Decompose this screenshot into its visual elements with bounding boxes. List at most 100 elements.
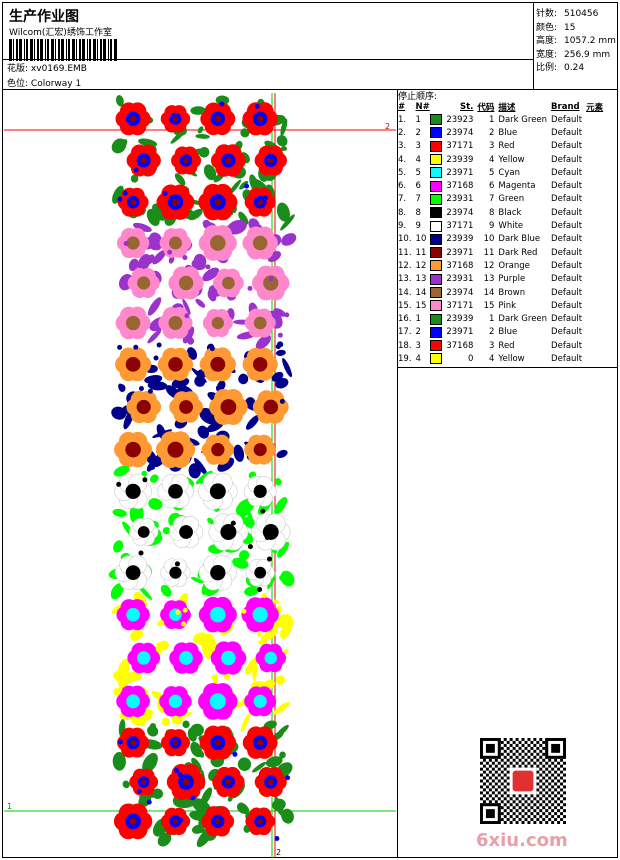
- guide-marker: 2: [385, 122, 390, 131]
- stop-number: 14.: [398, 287, 412, 298]
- stitch-count: 37171: [446, 300, 474, 311]
- needle-number: 8: [415, 207, 421, 218]
- stitch-count: 23939: [446, 314, 474, 325]
- needle-number: 3: [415, 141, 421, 152]
- color-swatch-cell: [428, 140, 444, 153]
- color-swatch: [430, 220, 443, 232]
- stop-row: 14. 14 23974 14 Brown Default: [396, 286, 605, 299]
- color-description: Green: [498, 194, 525, 205]
- stop-number: 6.: [398, 181, 407, 192]
- stop-number: 5.: [398, 167, 407, 178]
- stop-row: 15. 15 37171 15 Pink Default: [396, 299, 605, 312]
- color-swatch-cell: [428, 126, 444, 139]
- column-header: #: [398, 101, 406, 112]
- color-swatch-cell: [428, 166, 444, 179]
- color-swatch-cell: [428, 246, 444, 259]
- stitch-count: 37168: [446, 181, 474, 192]
- company-name: Wilcom(汇宏)绣饰工作室: [9, 28, 112, 38]
- column-header: Brand: [551, 101, 580, 112]
- color-swatch-cell: [428, 219, 444, 232]
- brand: Default: [551, 154, 583, 165]
- stat-label: 高度:: [536, 36, 558, 46]
- needle-number: 10: [415, 234, 427, 245]
- brand: Default: [551, 353, 583, 364]
- color-description: Brown: [498, 287, 526, 298]
- stitch-count: 23931: [446, 274, 474, 285]
- brand: Default: [551, 127, 583, 138]
- color-code: 7: [489, 194, 495, 205]
- color-swatch: [430, 180, 443, 192]
- color-code: 14: [483, 287, 495, 298]
- column-header: 元素: [586, 102, 604, 113]
- brand: Default: [551, 340, 583, 351]
- color-description: Dark Green: [498, 114, 548, 125]
- guide-marker: 2: [276, 848, 281, 857]
- color-swatch-cell: [428, 206, 444, 219]
- color-swatch: [430, 260, 443, 272]
- color-code: 15: [483, 300, 495, 311]
- color-swatch: [430, 273, 443, 285]
- stop-number: 17.: [398, 327, 412, 338]
- color-description: Purple: [498, 274, 526, 285]
- stop-number: 11.: [398, 247, 412, 258]
- brand: Default: [551, 221, 583, 232]
- stop-row: 2. 2 23974 2 Blue Default: [396, 126, 605, 139]
- color-description: Blue: [498, 127, 518, 138]
- color-swatch-cell: [428, 153, 444, 166]
- color-description: Magenta: [498, 181, 536, 192]
- color-code: 12: [483, 260, 495, 271]
- color-swatch-cell: [428, 312, 444, 325]
- stop-row: 12. 12 37168 12 Orange Default: [396, 259, 605, 272]
- stat-label: 比例:: [536, 63, 558, 73]
- stat-value: 256.9 mm: [564, 49, 611, 60]
- stop-number: 18.: [398, 340, 412, 351]
- color-description: Orange: [498, 260, 530, 271]
- column-header: 描述: [498, 102, 516, 113]
- color-swatch-cell: [428, 233, 444, 246]
- stat-label: 颜色:: [536, 22, 558, 33]
- color-description: Red: [498, 141, 515, 152]
- column-header: St.: [459, 101, 474, 112]
- color-code: 3: [489, 340, 495, 351]
- color-code: 1: [489, 114, 495, 125]
- stop-number: 1.: [398, 114, 407, 125]
- brand: Default: [551, 287, 583, 298]
- colorway-row: 色位: Colorway 1: [7, 76, 81, 89]
- color-swatch-cell: [428, 352, 444, 365]
- needle-number: 11: [415, 247, 427, 258]
- color-swatch: [430, 140, 443, 152]
- stop-row: 8. 8 23974 8 Black Default: [396, 206, 605, 219]
- needle-number: 6: [415, 181, 421, 192]
- stop-row: 6. 6 37168 6 Magenta Default: [396, 179, 605, 192]
- color-code: 4: [489, 353, 495, 364]
- stop-number: 13.: [398, 274, 412, 285]
- design-label: 花版:: [7, 64, 29, 74]
- brand: Default: [551, 274, 583, 285]
- stop-row: 1. 1 23923 1 Dark Green Default: [396, 113, 605, 126]
- color-description: Yellow: [498, 154, 525, 165]
- color-code: 2: [489, 327, 495, 338]
- brand: Default: [551, 327, 583, 338]
- stitch-count: 37168: [446, 340, 474, 351]
- stitch-count: 23971: [446, 247, 474, 258]
- stat-value: 1057.2 mm: [564, 36, 616, 46]
- color-swatch-cell: [428, 326, 444, 339]
- stitch-count: 23931: [446, 194, 474, 205]
- color-swatch-cell: [428, 299, 444, 312]
- column-header: 代码: [477, 102, 495, 113]
- stat-value: 0.24: [564, 63, 585, 73]
- needle-number: 7: [415, 194, 421, 205]
- qr-code-icon: [480, 738, 566, 824]
- embroidery-design-preview: 2 1 2: [4, 93, 396, 858]
- stop-number: 15.: [398, 300, 412, 311]
- stop-sequence-table: # N# St. 代码 描述 Brand 元素 1. 1 23923 1 Dark Green Def…: [396, 100, 605, 366]
- stat-row: 宽度: 256.9 mm: [536, 47, 610, 60]
- color-swatch-cell: [428, 259, 444, 272]
- color-code: 11: [483, 247, 495, 258]
- color-swatch-cell: [428, 113, 444, 126]
- stop-row: 9. 9 37171 9 White Default: [396, 219, 605, 232]
- stop-row: 13. 13 23931 13 Purple Default: [396, 273, 605, 286]
- stat-label: 宽度:: [536, 49, 558, 60]
- color-swatch: [430, 193, 443, 205]
- color-description: Dark Red: [498, 247, 538, 258]
